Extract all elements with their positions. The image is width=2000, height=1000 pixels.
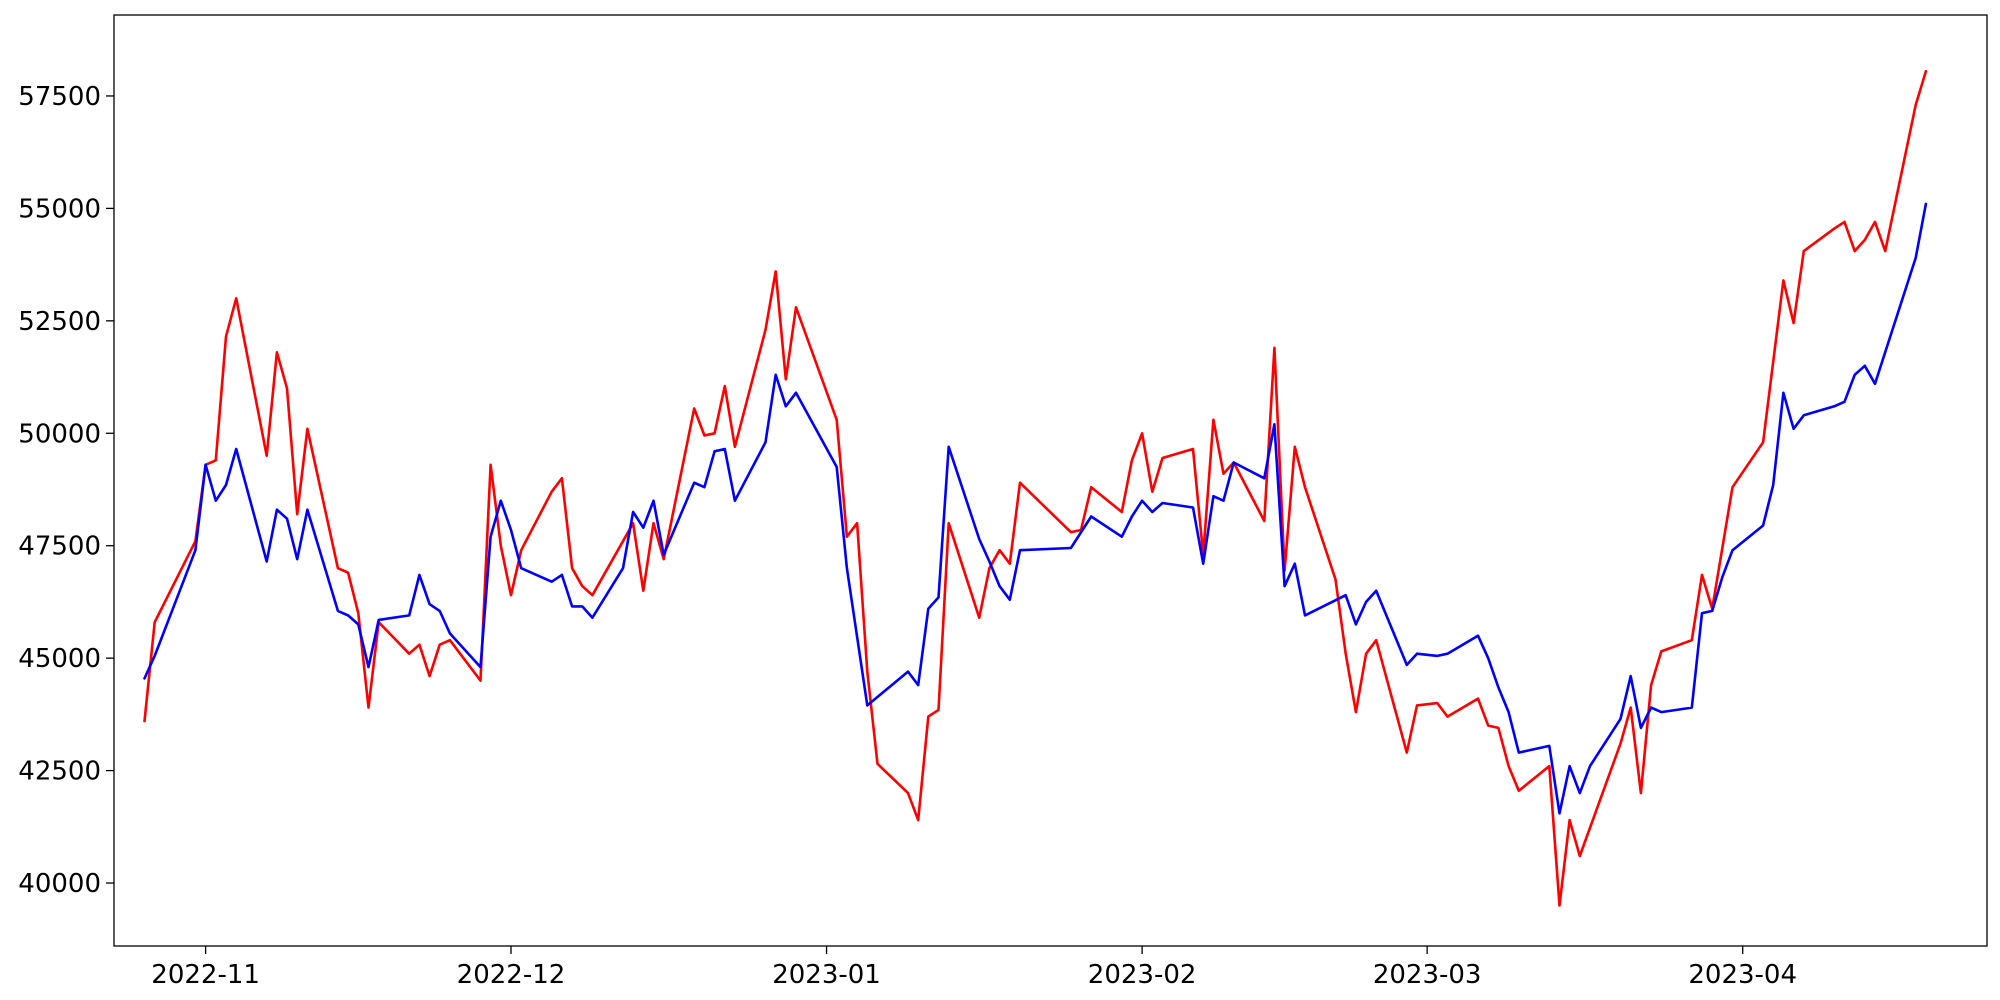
- x-axis: 2022-11 2022-12 2023-01 2023-02 2023-03 2023-…: [151, 946, 1797, 990]
- x-tick-label-5: 2023-04: [1688, 960, 1797, 990]
- y-tick-label-4: 50000: [18, 419, 101, 449]
- plot-frame: [113, 14, 1988, 947]
- series-line-2: [143, 202, 1928, 815]
- series-layer: [143, 69, 1928, 907]
- x-tick-label-2: 2023-01: [772, 960, 881, 990]
- x-tick-label-3: 2023-02: [1088, 960, 1197, 990]
- x-tick-label-1: 2022-12: [457, 960, 566, 990]
- x-tick-label-0: 2022-11: [151, 960, 260, 990]
- y-tick-label-0: 40000: [18, 869, 101, 899]
- y-tick-label-6: 55000: [18, 194, 101, 224]
- y-tick-label-1: 42500: [18, 757, 101, 787]
- y-tick-label-3: 47500: [18, 532, 101, 562]
- y-axis: 40000 42500 45000 47500 50000 52500 55000 57500: [18, 82, 114, 899]
- x-tick-label-4: 2023-03: [1373, 960, 1482, 990]
- series-line-1: [143, 69, 1928, 907]
- y-tick-label-7: 57500: [18, 82, 101, 112]
- y-tick-label-5: 52500: [18, 307, 101, 337]
- y-tick-label-2: 45000: [18, 644, 101, 674]
